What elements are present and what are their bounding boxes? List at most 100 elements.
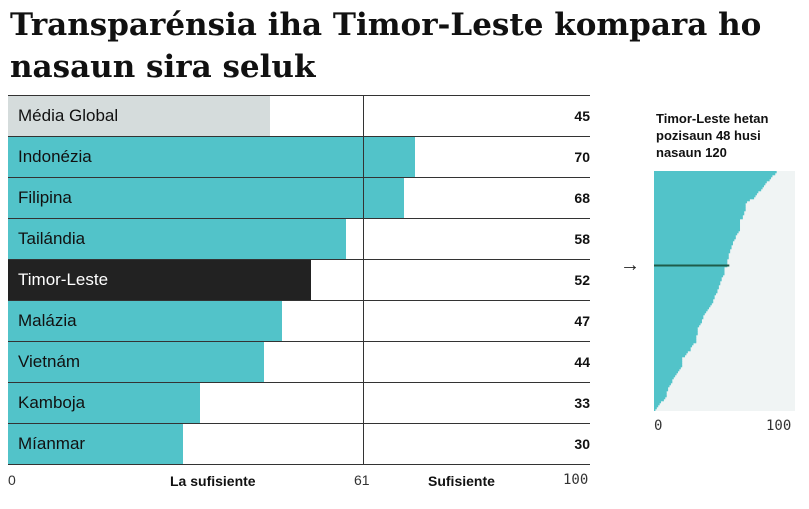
value-label: 58 bbox=[574, 231, 590, 247]
bar bbox=[8, 137, 416, 177]
distribution-bar bbox=[654, 227, 741, 230]
bar-row: Filipina 68 bbox=[8, 178, 590, 219]
distribution-bar bbox=[654, 331, 698, 334]
distribution-bar bbox=[654, 243, 733, 246]
distribution-bar bbox=[654, 371, 678, 374]
distribution-bar bbox=[654, 253, 729, 256]
chart-title: Transparénsia iha Timor-Leste kompara ho… bbox=[10, 7, 762, 85]
distribution-bar bbox=[654, 275, 724, 278]
bar bbox=[8, 178, 404, 218]
distribution-bar bbox=[654, 301, 714, 304]
tick-61: 61 bbox=[354, 472, 370, 488]
distribution-bar bbox=[654, 375, 676, 378]
distribution-bar bbox=[654, 221, 741, 224]
distribution-bar bbox=[654, 291, 718, 294]
value-label: 33 bbox=[574, 395, 590, 411]
bar bbox=[8, 301, 282, 341]
distribution-bar bbox=[654, 345, 693, 348]
distribution-bar bbox=[654, 323, 701, 326]
bar bbox=[8, 219, 346, 259]
distribution-bar bbox=[654, 297, 715, 300]
distribution-bar bbox=[654, 403, 660, 406]
dist-tick-0: 0 bbox=[654, 418, 663, 434]
timor-leste-marker bbox=[654, 264, 730, 267]
distribution-bar bbox=[654, 259, 728, 262]
bar bbox=[8, 96, 270, 136]
distribution-bar bbox=[654, 281, 721, 284]
distribution-bar bbox=[654, 289, 718, 292]
distribution-bar bbox=[654, 267, 725, 270]
right-arrow-icon: → bbox=[620, 254, 640, 276]
distribution-bar bbox=[654, 367, 681, 370]
distribution-bar bbox=[654, 327, 698, 330]
distribution-bar bbox=[654, 321, 702, 324]
distribution-bar bbox=[654, 337, 697, 340]
value-label: 47 bbox=[574, 313, 590, 329]
distribution-bar bbox=[654, 261, 728, 264]
distribution-bar bbox=[654, 399, 664, 402]
distribution-bar bbox=[654, 405, 659, 408]
distribution-bar bbox=[654, 171, 777, 174]
bar-row: Tailándia 58 bbox=[8, 219, 590, 260]
distribution-bar bbox=[654, 333, 698, 336]
distribution-bar bbox=[654, 211, 745, 214]
bar-row: Indonézia 70 bbox=[8, 137, 590, 178]
distribution-bar bbox=[654, 387, 669, 390]
distribution-bar bbox=[654, 209, 746, 212]
distribution-chart bbox=[654, 171, 795, 411]
distribution-bar bbox=[654, 277, 722, 280]
distribution-bar bbox=[654, 197, 755, 200]
bar-label: Média Global bbox=[18, 106, 119, 125]
distribution-bar bbox=[654, 187, 763, 190]
distribution-bar bbox=[654, 407, 657, 410]
distribution-bar bbox=[654, 185, 764, 188]
distribution-bar bbox=[654, 201, 748, 204]
distribution-bar bbox=[654, 189, 762, 192]
bar-label: Tailándia bbox=[18, 229, 86, 248]
distribution-bar bbox=[654, 255, 729, 258]
distribution-bar bbox=[654, 389, 669, 392]
bar-label: Míanmar bbox=[18, 434, 86, 453]
bar bbox=[8, 383, 201, 423]
threshold-line bbox=[363, 95, 365, 464]
distribution-bar bbox=[654, 287, 719, 290]
distribution-bar bbox=[654, 245, 732, 248]
bar-row: Míanmar 30 bbox=[8, 424, 590, 465]
distribution-bar bbox=[654, 293, 717, 296]
distribution-bar bbox=[654, 381, 673, 384]
bar-label: Timor-Leste bbox=[18, 270, 109, 289]
country-bar-chart: Média Global 45 Indonézia 70 Filipina 68 Tailá… bbox=[8, 95, 590, 465]
bar-label: Filipina bbox=[18, 188, 72, 207]
distribution-bar bbox=[654, 217, 743, 220]
distribution-bar bbox=[654, 175, 773, 178]
distribution-bar bbox=[654, 213, 745, 216]
distribution-bar bbox=[654, 309, 708, 312]
distribution-bar bbox=[654, 283, 721, 286]
distribution-bar bbox=[654, 225, 741, 228]
bar-row: Kamboja 33 bbox=[8, 383, 590, 424]
bar bbox=[8, 260, 311, 300]
distribution-bar bbox=[654, 395, 667, 398]
distribution-bar bbox=[654, 305, 711, 308]
distribution-bar bbox=[654, 279, 722, 282]
distribution-bar bbox=[654, 219, 741, 222]
distribution-bar bbox=[654, 307, 709, 310]
value-label: 68 bbox=[574, 190, 590, 206]
distribution-bar bbox=[654, 271, 725, 274]
bar bbox=[8, 342, 265, 382]
distribution-bar bbox=[654, 377, 674, 380]
distribution-bar bbox=[654, 251, 731, 254]
distribution-bar bbox=[654, 311, 707, 314]
distribution-bar bbox=[654, 223, 741, 226]
distribution-bar bbox=[654, 173, 776, 176]
bar-label: Indonézia bbox=[18, 147, 92, 166]
distribution-bar bbox=[654, 249, 731, 252]
distribution-title: Timor-Leste hetan pozisaun 48 husi nasau… bbox=[656, 111, 769, 160]
distribution-bar bbox=[654, 273, 725, 276]
distribution-bar bbox=[654, 181, 767, 184]
distribution-bar bbox=[654, 369, 680, 372]
zone-label-insufficient: La sufisiente bbox=[170, 473, 256, 489]
distribution-bar bbox=[654, 183, 766, 186]
bar-row: Vietnám 44 bbox=[8, 342, 590, 383]
distribution-bar bbox=[654, 365, 683, 368]
